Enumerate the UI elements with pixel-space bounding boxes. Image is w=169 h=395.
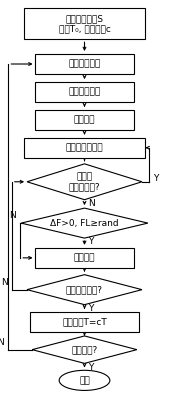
FancyBboxPatch shape <box>35 82 134 102</box>
Text: Y: Y <box>153 174 158 182</box>
Text: Y: Y <box>89 363 94 372</box>
Text: 确定初始解集S
初温T₀, 衰减因子c: 确定初始解集S 初温T₀, 衰减因子c <box>59 14 110 34</box>
Text: 生成新解: 生成新解 <box>74 253 95 262</box>
Text: 构造邻域解集: 构造邻域解集 <box>68 60 101 68</box>
Text: Y: Y <box>89 237 94 246</box>
Text: 构造当前解空间: 构造当前解空间 <box>66 143 103 152</box>
Text: Y: Y <box>89 304 94 313</box>
Text: N: N <box>1 278 8 287</box>
Text: ΔF>0, FL≥rand: ΔF>0, FL≥rand <box>50 218 119 228</box>
Text: 结束: 结束 <box>79 376 90 385</box>
FancyBboxPatch shape <box>35 110 134 130</box>
Text: 新解集构造完?: 新解集构造完? <box>66 285 103 294</box>
FancyBboxPatch shape <box>24 8 145 40</box>
Polygon shape <box>32 336 137 363</box>
Polygon shape <box>21 208 148 238</box>
FancyBboxPatch shape <box>24 138 145 158</box>
Polygon shape <box>27 164 142 200</box>
FancyBboxPatch shape <box>30 312 139 332</box>
Text: 被选解
属于第一层?: 被选解 属于第一层? <box>69 172 100 192</box>
FancyBboxPatch shape <box>35 54 134 74</box>
Polygon shape <box>27 275 142 305</box>
FancyBboxPatch shape <box>35 248 134 268</box>
Ellipse shape <box>59 371 110 390</box>
Text: N: N <box>0 338 4 347</box>
Text: N: N <box>88 199 95 208</box>
Text: 非劣分层: 非劣分层 <box>74 115 95 124</box>
Text: 迭代终止?: 迭代终止? <box>71 345 98 354</box>
Text: 计算目标函数: 计算目标函数 <box>68 88 101 97</box>
Text: 降低温度T=cT: 降低温度T=cT <box>62 317 107 326</box>
Text: N: N <box>9 211 16 220</box>
